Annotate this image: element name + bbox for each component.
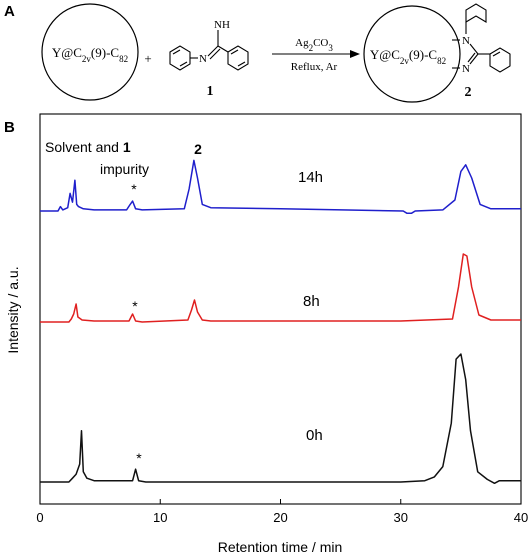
solvent-annotation-bold: 1 xyxy=(123,139,131,155)
x-axis-label: Retention time / min xyxy=(218,539,343,555)
series-label-14h: 14h xyxy=(298,169,323,186)
series-label-0h: 0h xyxy=(306,427,323,444)
chromatogram-plot: 0 10 20 30 40 xyxy=(36,113,528,525)
solvent-annotation: Solvent and 1 xyxy=(45,139,131,155)
compound-1-label: 1 xyxy=(207,84,214,99)
x-tick-label: 20 xyxy=(273,510,287,525)
product-structure xyxy=(452,3,511,73)
x-tick-labels: 0 10 20 30 40 xyxy=(36,510,528,525)
product-cage-circle xyxy=(363,5,461,103)
series-label-8h: 8h xyxy=(303,293,320,310)
product-annotation: 2 xyxy=(194,141,202,157)
reagent-bottom: Reflux, Ar xyxy=(291,61,338,73)
product-n-bottom: N xyxy=(462,63,470,75)
compound-1-nh-group: NH xyxy=(214,19,230,31)
asterisk-0h: * xyxy=(136,450,142,466)
reactant-cage-label: Y@C2v(9)-C82 xyxy=(52,45,128,64)
asterisk-14h: * xyxy=(131,181,137,197)
solvent-annotation-text: Solvent and xyxy=(45,139,123,155)
impurity-annotation: impurity xyxy=(100,161,149,177)
panel-a-letter: A xyxy=(4,3,15,20)
reagent-top: Ag2CO3 xyxy=(295,37,333,53)
product-n-top: N xyxy=(462,35,470,47)
product-cage-label: Y@C2v(9)-C82 xyxy=(370,47,446,66)
reaction-arrow-head xyxy=(350,50,360,58)
x-tick-label: 40 xyxy=(514,510,528,525)
reactant-cage-circle xyxy=(41,3,139,101)
series-line-0h xyxy=(40,353,521,485)
compound-2-label: 2 xyxy=(465,85,472,100)
compound-1-structure xyxy=(169,30,249,71)
x-ticks xyxy=(39,499,522,504)
panel-b-letter: B xyxy=(4,119,15,136)
series-group xyxy=(40,159,521,485)
x-tick-label: 30 xyxy=(394,510,408,525)
compound-1-n-atom: N xyxy=(199,53,207,65)
x-tick-label: 0 xyxy=(36,510,43,525)
series-line-8h xyxy=(40,253,521,323)
asterisk-8h: * xyxy=(132,298,138,314)
y-axis-label: Intensity / a.u. xyxy=(5,266,21,353)
plus-sign: + xyxy=(144,51,151,66)
series-line-14h xyxy=(40,159,521,214)
x-tick-label: 10 xyxy=(153,510,167,525)
